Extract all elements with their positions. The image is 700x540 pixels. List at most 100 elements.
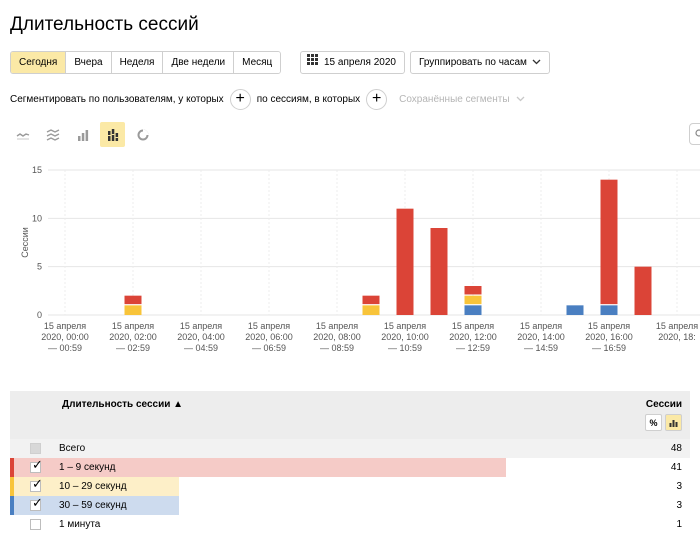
x-tick-label: 2020, 16:00 [585, 332, 633, 342]
row-highlight [14, 496, 179, 515]
y-axis-label: Сессии [20, 227, 30, 258]
row-checkbox[interactable]: ✓ [30, 496, 43, 511]
period-today-button[interactable]: Сегодня [11, 52, 67, 73]
table-row-total[interactable]: Всего 48 [10, 439, 690, 458]
x-tick-label: — 14:59 [524, 343, 558, 353]
saved-segments-dropdown[interactable]: Сохранённые сегменты [399, 94, 524, 105]
row-value: 3 [676, 481, 682, 492]
table-row[interactable]: ✓ 10 – 29 секунд 3 [10, 477, 690, 496]
bar-chart-icon [669, 420, 678, 427]
row-label: 1 – 9 секунд [59, 462, 116, 473]
table-row[interactable]: ✓ 30 – 59 секунд 3 [10, 496, 690, 515]
search-button[interactable] [689, 123, 700, 145]
period-month-button[interactable]: Месяц [234, 52, 281, 73]
stacked-bar-chart-icon[interactable] [100, 122, 125, 147]
period-two-weeks-button[interactable]: Две недели [163, 52, 235, 73]
column-header-sessions[interactable]: Сессии [645, 399, 682, 410]
bar-segment [600, 305, 618, 315]
y-tick-label: 15 [32, 165, 42, 175]
x-tick-label: 15 апреля [384, 321, 426, 331]
bar-segment [634, 266, 652, 315]
saved-segments-label: Сохранённые сегменты [399, 93, 510, 105]
table-row[interactable]: 1 минута 1 [10, 515, 690, 534]
row-checkbox[interactable] [30, 443, 41, 454]
x-tick-label: — 00:59 [48, 343, 82, 353]
bar-segment [600, 179, 618, 305]
row-checkbox[interactable]: ✓ [30, 458, 43, 473]
bar-segment [464, 305, 482, 315]
period-yesterday-button[interactable]: Вчера [66, 52, 112, 73]
column-header-duration[interactable]: Длительность сессии ▲ [62, 399, 184, 410]
x-tick-label: — 10:59 [388, 343, 422, 353]
x-tick-label: — 06:59 [252, 343, 286, 353]
bar-chart-icon[interactable] [70, 122, 95, 147]
row-label: Всего [59, 443, 86, 454]
plus-icon: + [235, 90, 245, 107]
x-tick-label: 15 апреля [316, 321, 358, 331]
row-value: 41 [670, 462, 682, 473]
series-color-strip [10, 496, 14, 515]
bar-segment [464, 295, 482, 305]
chevron-down-icon [532, 52, 541, 73]
x-tick-label: 15 апреля [112, 321, 154, 331]
x-tick-label: 2020, 00:00 [41, 332, 89, 342]
date-label: 15 апреля 2020 [324, 57, 396, 68]
checkmark-icon: ✓ [32, 457, 43, 472]
search-icon [695, 129, 700, 137]
bar-segment [566, 305, 584, 315]
bar-segment [362, 295, 380, 305]
series-color-strip [10, 477, 14, 496]
segment-users-label: Сегментировать по пользователям, у котор… [10, 93, 224, 105]
y-tick-label: 5 [37, 262, 42, 272]
x-tick-label: 2020, 06:00 [245, 332, 293, 342]
bar-segment [124, 295, 142, 305]
table-row[interactable]: ✓ 1 – 9 секунд 41 [10, 458, 690, 477]
x-tick-label: 15 апреля [248, 321, 290, 331]
y-tick-label: 0 [37, 310, 42, 320]
period-week-button[interactable]: Неделя [111, 52, 164, 73]
x-tick-label: 15 апреля [180, 321, 222, 331]
group-by-label: Группировать по часам [419, 57, 527, 68]
x-tick-label: 2020, 10:00 [381, 332, 429, 342]
chart-type-switcher [10, 122, 155, 147]
bar-segment [396, 208, 414, 315]
line-chart-icon[interactable] [10, 122, 35, 147]
percent-toggle[interactable]: % [645, 414, 662, 431]
area-chart-icon[interactable] [40, 122, 65, 147]
x-tick-label: 2020, 08:00 [313, 332, 361, 342]
pie-chart-icon[interactable] [130, 122, 155, 147]
row-checkbox[interactable]: ✓ [30, 477, 43, 492]
x-tick-label: 2020, 12:00 [449, 332, 497, 342]
row-highlight [14, 477, 179, 496]
x-tick-label: — 12:59 [456, 343, 490, 353]
x-tick-label: 2020, 02:00 [109, 332, 157, 342]
row-highlight [14, 458, 506, 477]
bar-segment [464, 286, 482, 295]
x-tick-label: — 04:59 [184, 343, 218, 353]
row-value: 1 [676, 519, 682, 530]
table-header: Длительность сессии ▲ Сессии % [10, 391, 690, 439]
bar-toggle[interactable] [665, 414, 682, 431]
add-session-segment-button[interactable]: + [366, 88, 388, 110]
row-label: 30 – 59 секунд [59, 500, 127, 511]
x-tick-label: 15 апреля [588, 321, 630, 331]
date-picker-button[interactable]: 15 апреля 2020 [300, 51, 405, 74]
segment-sessions-label: по сессиям, в которых [256, 93, 361, 105]
data-table: Длительность сессии ▲ Сессии % Всего 48 ✓ 1… [10, 391, 690, 534]
metric-toggles: % [645, 414, 682, 431]
x-tick-label: — 08:59 [320, 343, 354, 353]
page-title: Длительность сессий [10, 14, 199, 35]
calendar-icon [307, 52, 318, 73]
row-label: 1 минута [59, 519, 101, 530]
group-by-dropdown[interactable]: Группировать по часам [410, 51, 550, 74]
add-user-segment-button[interactable]: + [229, 88, 251, 110]
x-tick-label: — 02:59 [116, 343, 150, 353]
table-body: Всего 48 ✓ 1 – 9 секунд 41 ✓ 10 – 29 секунд 3 ✓ 3… [10, 439, 690, 534]
bar-segment [362, 305, 380, 315]
x-tick-label: 2020, 14:00 [517, 332, 565, 342]
segmentation-row: Сегментировать по пользователям, у котор… [10, 88, 525, 110]
row-checkbox[interactable] [30, 519, 41, 530]
x-tick-label: 15 апреля [44, 321, 86, 331]
row-value: 48 [670, 443, 682, 454]
